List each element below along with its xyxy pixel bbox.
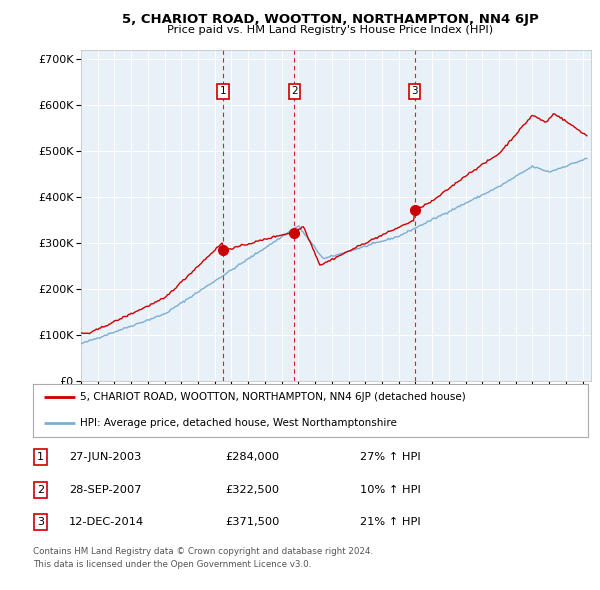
Text: Price paid vs. HM Land Registry's House Price Index (HPI): Price paid vs. HM Land Registry's House … (167, 25, 493, 35)
Text: 21% ↑ HPI: 21% ↑ HPI (360, 517, 421, 527)
Text: 28-SEP-2007: 28-SEP-2007 (69, 485, 142, 494)
Text: 10% ↑ HPI: 10% ↑ HPI (360, 485, 421, 494)
Text: 2: 2 (37, 485, 44, 494)
Text: £322,500: £322,500 (225, 485, 279, 494)
Text: 5, CHARIOT ROAD, WOOTTON, NORTHAMPTON, NN4 6JP: 5, CHARIOT ROAD, WOOTTON, NORTHAMPTON, N… (122, 13, 538, 26)
Text: 2: 2 (291, 87, 298, 96)
Text: 1: 1 (220, 87, 226, 96)
Text: £284,000: £284,000 (225, 453, 279, 462)
Text: £371,500: £371,500 (225, 517, 280, 527)
Text: 1: 1 (37, 453, 44, 462)
Text: This data is licensed under the Open Government Licence v3.0.: This data is licensed under the Open Gov… (33, 560, 311, 569)
Text: 27% ↑ HPI: 27% ↑ HPI (360, 453, 421, 462)
Text: 27-JUN-2003: 27-JUN-2003 (69, 453, 142, 462)
Text: 3: 3 (37, 517, 44, 527)
Text: HPI: Average price, detached house, West Northamptonshire: HPI: Average price, detached house, West… (80, 418, 397, 428)
Text: 3: 3 (411, 87, 418, 96)
Text: 5, CHARIOT ROAD, WOOTTON, NORTHAMPTON, NN4 6JP (detached house): 5, CHARIOT ROAD, WOOTTON, NORTHAMPTON, N… (80, 392, 466, 402)
Text: Contains HM Land Registry data © Crown copyright and database right 2024.: Contains HM Land Registry data © Crown c… (33, 547, 373, 556)
Text: 12-DEC-2014: 12-DEC-2014 (69, 517, 144, 527)
